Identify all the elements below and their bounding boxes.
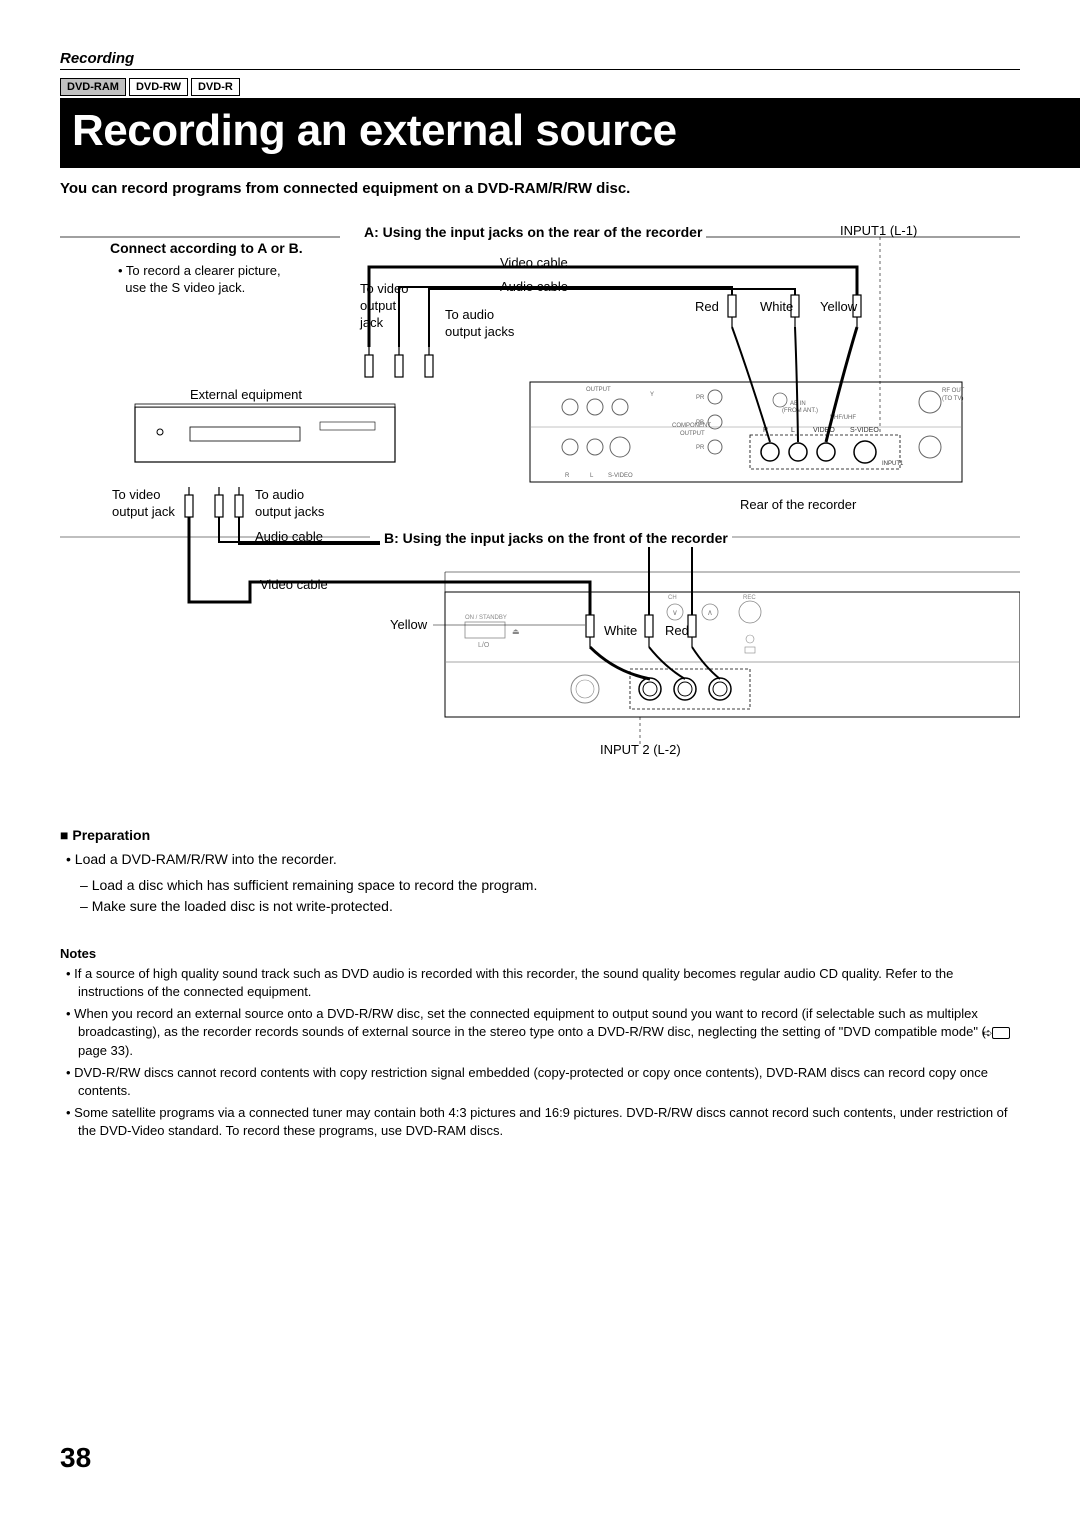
page-title: Recording an external source	[60, 98, 1080, 168]
connection-diagram: R L VIDEO S-VIDEO INPUT1 RF OUT (TO TV) …	[60, 227, 1020, 807]
arrow-icon	[992, 1027, 1010, 1039]
note-item: When you record an external source onto …	[78, 1005, 1020, 1060]
note-item: Some satellite programs via a connected …	[78, 1104, 1020, 1140]
badge-dvd-rw: DVD-RW	[129, 78, 188, 96]
notes-list: If a source of high quality sound track …	[60, 965, 1020, 1141]
page-number: 38	[60, 1442, 91, 1474]
badge-dvd-ram: DVD-RAM	[60, 78, 126, 96]
preparation-heading: Preparation	[60, 827, 1020, 843]
format-badges: DVD-RAM DVD-RW DVD-R	[60, 78, 1020, 96]
note-item: If a source of high quality sound track …	[78, 965, 1020, 1001]
notes-heading: Notes	[60, 946, 1020, 961]
section-header: Recording	[60, 50, 1020, 70]
prep-item: Load a DVD-RAM/R/RW into the recorder.	[78, 849, 1020, 869]
prep-subitem: Load a disc which has sufficient remaini…	[92, 875, 1020, 895]
lede: You can record programs from connected e…	[60, 180, 1020, 197]
input2-label: INPUT 2 (L-2)	[600, 742, 681, 759]
badge-dvd-r: DVD-R	[191, 78, 240, 96]
preparation-list: Load a DVD-RAM/R/RW into the recorder. L…	[60, 849, 1020, 916]
note-item: DVD-R/RW discs cannot record contents wi…	[78, 1064, 1020, 1100]
prep-subitem: Make sure the loaded disc is not write-p…	[92, 896, 1020, 916]
